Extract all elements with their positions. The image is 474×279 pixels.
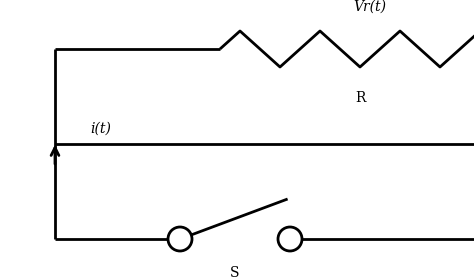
- Text: R: R: [355, 91, 365, 105]
- Text: S: S: [230, 266, 240, 279]
- Text: Vr(t): Vr(t): [354, 0, 386, 14]
- Text: i(t): i(t): [90, 122, 111, 136]
